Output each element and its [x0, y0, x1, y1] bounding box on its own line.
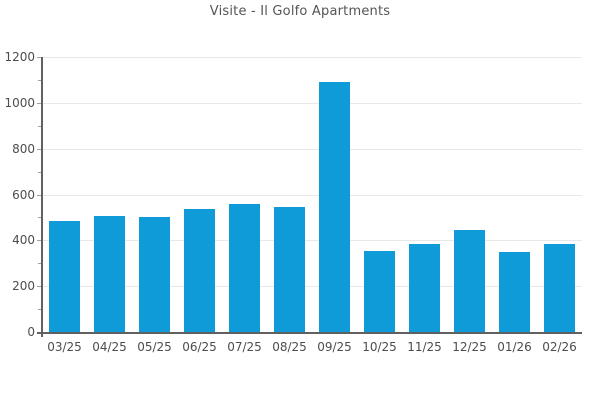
y-gridline [42, 148, 582, 150]
chart-title: Visite - Il Golfo Apartments [209, 4, 391, 19]
y-major-tick [37, 194, 42, 196]
x-tick-label: 02/26 [542, 340, 577, 354]
y-tick-label: 0 [27, 325, 35, 339]
y-tick-label: 200 [12, 279, 35, 294]
bar-06-25[interactable] [184, 208, 215, 332]
x-tick-label: 04/25 [92, 340, 127, 354]
y-major-tick [37, 148, 42, 150]
bar-07-25[interactable] [229, 203, 260, 332]
y-tick-label: 1200 [4, 50, 35, 64]
bar-10-25[interactable] [364, 251, 395, 332]
y-minor-tick [38, 79, 42, 81]
x-tick-label: 06/25 [182, 340, 217, 354]
bar-08-25[interactable] [274, 206, 305, 332]
y-gridline [42, 286, 582, 288]
x-tick-label: 07/25 [227, 340, 262, 354]
y-gridline [42, 57, 582, 58]
x-tick-label: 12/25 [452, 340, 487, 354]
y-major-tick [37, 240, 42, 242]
y-major-tick [37, 286, 42, 288]
y-major-tick [37, 57, 42, 58]
y-tick-label: 1000 [4, 95, 35, 110]
bar-09-25[interactable] [319, 81, 350, 332]
y-minor-tick [38, 263, 42, 265]
x-tick-label: 05/25 [137, 340, 172, 354]
y-gridline [42, 194, 582, 196]
y-axis-line [41, 57, 43, 337]
y-tick-label: 800 [12, 141, 35, 156]
bar-12-25[interactable] [454, 229, 485, 332]
y-major-tick [37, 102, 42, 104]
bar-02-26[interactable] [544, 244, 575, 332]
x-tick-label: 11/25 [407, 340, 442, 354]
x-tick-label: 03/25 [47, 340, 82, 354]
y-gridline [42, 240, 582, 242]
bar-04-25[interactable] [94, 215, 125, 332]
x-tick-label: 01/26 [497, 340, 532, 354]
x-tick-label: 09/25 [317, 340, 352, 354]
y-minor-tick [38, 309, 42, 311]
x-axis-line [37, 332, 582, 334]
y-minor-tick [38, 125, 42, 127]
bar-01-26[interactable] [499, 252, 530, 332]
x-tick-label: 08/25 [272, 340, 307, 354]
y-gridline [42, 102, 582, 104]
y-tick-label: 400 [12, 233, 35, 248]
bar-03-25[interactable] [49, 221, 80, 332]
y-minor-tick [38, 217, 42, 219]
x-tick-label: 10/25 [362, 340, 397, 354]
bar-05-25[interactable] [139, 216, 170, 332]
y-tick-label: 600 [12, 187, 35, 202]
bar-11-25[interactable] [409, 243, 440, 332]
y-minor-tick [38, 171, 42, 173]
